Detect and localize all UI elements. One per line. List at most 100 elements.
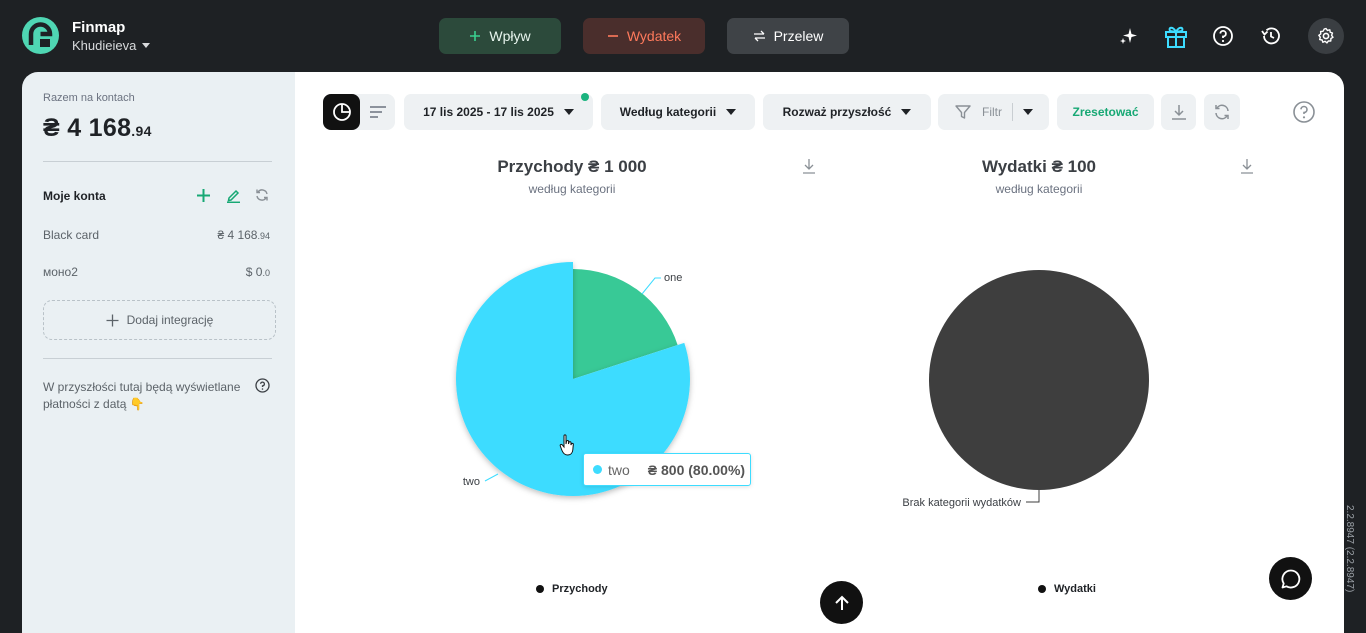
- version-label: 2.2.8947 (2.2.8947): [1344, 505, 1362, 615]
- pie-slice-one[interactable]: [573, 269, 678, 379]
- label-leader-line: [1026, 490, 1040, 503]
- pie-slice-brak-kategorii-wydatków[interactable]: [929, 270, 1149, 490]
- transfer-icon: [753, 30, 765, 42]
- slice-label-two: two: [463, 476, 480, 488]
- outflow-label: Wydatek: [626, 28, 682, 44]
- history-button[interactable]: [1253, 18, 1289, 54]
- history-icon: [1261, 27, 1280, 45]
- tooltip-value: ₴ 800 (80.00%): [647, 461, 746, 478]
- date-range-selector[interactable]: 17 lis 2025 - 17 lis 2025: [404, 94, 593, 130]
- income-chart-title: Przychody ₴ 1 000: [497, 157, 647, 176]
- filter-button[interactable]: Filtr: [938, 94, 1049, 130]
- add-inflow-button[interactable]: Wpływ: [439, 18, 561, 54]
- tooltip-series-name: two: [608, 461, 630, 478]
- tooltip-color-dot: [593, 465, 602, 474]
- expenses-legend-label: Wydatki: [1054, 583, 1096, 595]
- account-balance-main: $ 0: [245, 265, 263, 279]
- expenses-legend[interactable]: Wydatki: [1038, 583, 1096, 595]
- chevron-down-icon: [901, 109, 912, 115]
- future-selector[interactable]: Rozważ przyszłość: [763, 94, 931, 130]
- export-button[interactable]: [1161, 94, 1196, 130]
- settings-button[interactable]: [1308, 18, 1344, 54]
- minus-icon: [607, 35, 618, 37]
- chat-bubble-icon: [1281, 569, 1300, 588]
- user-selector[interactable]: Khudieieva: [72, 38, 151, 53]
- transfer-label: Przelew: [773, 28, 824, 44]
- view-switcher: [323, 94, 395, 130]
- gift-button[interactable]: [1158, 18, 1194, 54]
- account-row[interactable]: Black card ₴ 4 168.94: [43, 228, 270, 242]
- account-name: Black card: [43, 228, 100, 242]
- hand-cursor-icon: [559, 434, 574, 456]
- charts-canvas: one two Brak kategorii wydatków: [456, 262, 1149, 509]
- add-account-button[interactable]: [193, 185, 213, 205]
- slice-label-no-category: Brak kategorii wydatków: [902, 497, 1021, 509]
- chart-tooltip: two ₴ 800 (80.00%): [583, 453, 751, 486]
- scroll-to-top-button[interactable]: [820, 581, 863, 624]
- add-outflow-button[interactable]: Wydatek: [583, 18, 705, 54]
- income-chart-subtitle: według kategorii: [528, 182, 616, 196]
- finmap-logo[interactable]: [22, 17, 59, 54]
- inflow-label: Wpływ: [489, 28, 531, 44]
- pencil-icon: [226, 189, 240, 203]
- refresh-icon: [256, 189, 268, 201]
- pie-slice-two[interactable]: [456, 262, 690, 497]
- expenses-chart-subtitle: według kategorii: [995, 182, 1083, 196]
- version-text: 2.2.8947 (2.2.8947): [1344, 505, 1355, 593]
- chevron-down-icon: [1023, 109, 1033, 115]
- reset-filters-button[interactable]: Zresetować: [1057, 94, 1154, 130]
- account-balance-decimal: .0: [262, 268, 270, 278]
- pie-view-button[interactable]: [323, 94, 360, 130]
- income-legend[interactable]: Przychody: [536, 583, 608, 595]
- chevron-down-icon: [726, 109, 737, 115]
- date-range-label: 17 lis 2025 - 17 lis 2025: [423, 105, 554, 119]
- account-balance: $ 0.0: [246, 265, 270, 279]
- sync-accounts-button[interactable]: [252, 185, 272, 205]
- analytics-panel: 17 lis 2025 - 17 lis 2025 Według kategor…: [295, 72, 1344, 633]
- list-view-button[interactable]: [360, 94, 395, 130]
- expenses-chart-title: Wydatki ₴ 100: [981, 157, 1097, 176]
- sidebar: Razem na kontach ₴ 4 168.94 Moje konta B…: [22, 72, 295, 633]
- help-button[interactable]: [1205, 18, 1241, 54]
- account-row[interactable]: моно2 $ 0.0: [43, 265, 270, 279]
- help-icon: [1293, 101, 1315, 123]
- refresh-button[interactable]: [1204, 94, 1240, 130]
- support-chat-button[interactable]: [1269, 557, 1312, 600]
- group-by-selector[interactable]: Według kategorii: [601, 94, 755, 130]
- filter-label: Filtr: [982, 105, 1002, 119]
- income-legend-label: Przychody: [552, 583, 608, 595]
- help-icon: [255, 378, 270, 393]
- future-help-button[interactable]: [255, 378, 270, 398]
- user-name: Khudieieva: [72, 38, 137, 53]
- total-balance-decimal: .94: [131, 123, 152, 139]
- gear-icon: [1318, 27, 1334, 44]
- total-balance-main: ₴ 4 168: [43, 114, 132, 142]
- expenses-pie: [929, 270, 1149, 490]
- download-expenses-chart-button[interactable]: [1240, 158, 1254, 174]
- legend-dot: [536, 585, 544, 593]
- total-balance: ₴ 4 168.94: [43, 114, 152, 143]
- edit-accounts-button[interactable]: [223, 185, 243, 205]
- label-leader-line: [484, 473, 499, 482]
- add-integration-button[interactable]: Dodaj integrację: [43, 300, 276, 340]
- account-balance-main: ₴ 4 168: [217, 228, 258, 242]
- sparkle-icon: [1120, 28, 1137, 44]
- pie-chart-icon: [332, 103, 351, 121]
- arrow-up-icon: [834, 595, 849, 610]
- sort-lines-icon: [369, 106, 386, 118]
- add-transfer-button[interactable]: Przelew: [727, 18, 849, 54]
- ai-assistant-button[interactable]: [1111, 18, 1147, 54]
- total-label: Razem na kontach: [43, 92, 135, 104]
- brand-name: Finmap: [72, 19, 126, 36]
- reset-label: Zresetować: [1072, 105, 1139, 119]
- gift-icon: [1165, 26, 1187, 48]
- future-label: Rozważ przyszłość: [782, 105, 892, 119]
- page-help-button[interactable]: [1286, 94, 1322, 130]
- download-income-chart-button[interactable]: [802, 158, 816, 174]
- help-icon: [1213, 26, 1233, 46]
- accounts-title: Moje konta: [43, 189, 106, 203]
- plus-icon: [196, 188, 210, 202]
- label-leader-line: [641, 277, 661, 295]
- top-bar: Finmap Khudieieva Wpływ Wydatek Przelew: [0, 0, 1366, 72]
- active-indicator: [581, 93, 589, 101]
